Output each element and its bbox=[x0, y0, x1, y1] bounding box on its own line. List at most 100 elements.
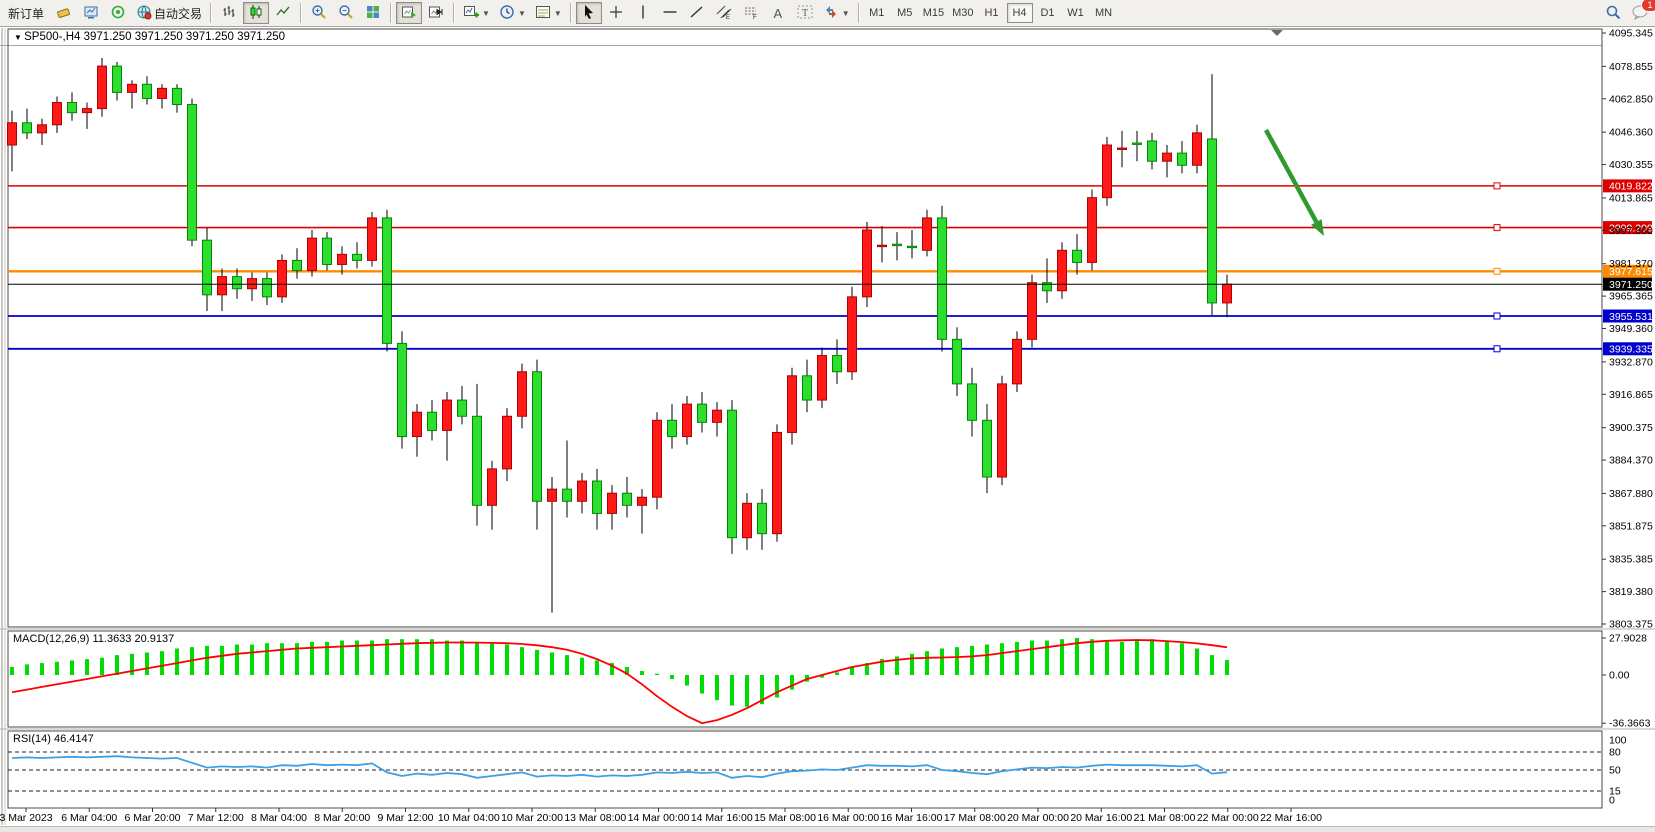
timeframe-button-mn[interactable]: MN bbox=[1091, 3, 1117, 23]
zoom-out-button[interactable] bbox=[333, 2, 359, 24]
trendline-icon bbox=[689, 4, 705, 23]
text-label-button[interactable]: T bbox=[792, 2, 818, 24]
rsi-label: RSI(14) 46.4147 bbox=[13, 733, 94, 745]
shapes-button[interactable]: ▼ bbox=[819, 2, 854, 24]
hline-handle bbox=[1493, 312, 1501, 320]
price-tick-label: 3900.375 bbox=[1609, 422, 1653, 434]
candlestick-series bbox=[7, 57, 1232, 613]
hline-3939.335[interactable]: 3939.335 bbox=[8, 342, 1653, 356]
toolbar-separator bbox=[300, 3, 303, 23]
zoom-in-icon bbox=[311, 4, 327, 23]
time-tick-label: 9 Mar 12:00 bbox=[377, 812, 433, 824]
hline-3977.615[interactable]: 3977.615 bbox=[8, 264, 1653, 278]
timeframe-button-h1[interactable]: H1 bbox=[979, 3, 1005, 23]
search-button[interactable] bbox=[1600, 2, 1626, 24]
timeframe-button-w1[interactable]: W1 bbox=[1063, 3, 1089, 23]
price-tick-label: 3884.370 bbox=[1609, 455, 1653, 467]
order-tag-button[interactable] bbox=[51, 2, 77, 24]
vertical-line-button[interactable] bbox=[630, 2, 656, 24]
hline-3955.531[interactable]: 3955.531 bbox=[8, 309, 1653, 323]
auto-trading-button[interactable]: 自动交易 bbox=[132, 2, 206, 24]
macd-panel-frame bbox=[7, 630, 1603, 728]
macd-tick-label: -36.3663 bbox=[1609, 718, 1651, 730]
hline-4019.822[interactable]: 4019.822 bbox=[8, 179, 1653, 193]
current-price-line: 3971.250 bbox=[8, 277, 1653, 291]
time-tick-label: 6 Mar 20:00 bbox=[124, 812, 180, 824]
trendline-button[interactable] bbox=[684, 2, 710, 24]
candlestick-chart-icon bbox=[248, 4, 264, 23]
price-axis[interactable]: 4095.345 4078.855 4062.850 4046.360 4030.355… bbox=[1602, 28, 1653, 631]
tile-windows-button[interactable] bbox=[360, 2, 386, 24]
hline-handle bbox=[1493, 224, 1501, 232]
time-tick-label: 10 Mar 20:00 bbox=[501, 812, 563, 824]
chart-shift-marker[interactable] bbox=[1271, 30, 1283, 36]
bar-chart-button[interactable] bbox=[216, 2, 242, 24]
terminal-icon bbox=[83, 4, 99, 23]
template-icon bbox=[535, 4, 551, 23]
toolbar-separator bbox=[569, 3, 572, 23]
toolbar-separator bbox=[390, 3, 393, 23]
fibonacci-button[interactable]: F bbox=[738, 2, 764, 24]
candlestick-chart-button[interactable] bbox=[243, 2, 270, 24]
macd-tick-label: 0.00 bbox=[1609, 670, 1630, 682]
template-button[interactable]: ▼ bbox=[531, 2, 566, 24]
chat-button[interactable]: 1 bbox=[1627, 0, 1655, 24]
hline-objects[interactable]: 4019.822 3999.209 3977.615 3955.531 3939.335 bbox=[8, 179, 1653, 356]
hline-3999.209[interactable]: 3999.209 bbox=[8, 221, 1653, 234]
price-tick-label: 3803.375 bbox=[1609, 619, 1653, 631]
crosshair-button[interactable] bbox=[603, 2, 629, 24]
time-axis[interactable]: 3 Mar 2023 6 Mar 04:00 6 Mar 20:00 7 Mar 12… bbox=[0, 808, 1322, 824]
signal-icon bbox=[110, 4, 126, 23]
auto-scroll-button[interactable] bbox=[396, 2, 423, 24]
search-icon bbox=[1605, 4, 1621, 23]
time-tick-label: 20 Mar 00:00 bbox=[1007, 812, 1069, 824]
text-button[interactable]: A bbox=[765, 2, 791, 24]
new-order-button[interactable]: 新订单 bbox=[2, 2, 50, 24]
chevron-down-icon: ▼ bbox=[841, 8, 850, 18]
chart-shift-button[interactable] bbox=[423, 2, 449, 24]
hline-price-label: 3977.615 bbox=[1609, 266, 1653, 278]
time-tick-label: 14 Mar 16:00 bbox=[691, 812, 753, 824]
timeframe-button-m5[interactable]: M5 bbox=[892, 3, 918, 23]
text-icon: A bbox=[773, 5, 783, 21]
signal-button[interactable] bbox=[105, 2, 131, 24]
cursor-icon bbox=[581, 4, 597, 23]
period-clock-button[interactable]: ▼ bbox=[495, 2, 530, 24]
terminal-button[interactable] bbox=[78, 2, 104, 24]
time-tick-label: 22 Mar 16:00 bbox=[1260, 812, 1322, 824]
time-tick-label: 16 Mar 16:00 bbox=[881, 812, 943, 824]
price-tick-label: 3819.380 bbox=[1609, 586, 1653, 598]
price-tick-label: 3997.860 bbox=[1609, 225, 1653, 237]
chart-title[interactable]: ▼ SP500-,H4 3971.250 3971.250 3971.250 3… bbox=[14, 31, 285, 43]
horizontal-line-button[interactable] bbox=[657, 2, 683, 24]
time-tick-label: 7 Mar 12:00 bbox=[188, 812, 244, 824]
timeframe-button-h4[interactable]: H4 bbox=[1006, 3, 1033, 23]
chevron-down-icon: ▼ bbox=[517, 8, 526, 18]
zoom-in-button[interactable] bbox=[306, 2, 332, 24]
chevron-down-icon: ▼ bbox=[482, 8, 490, 18]
trend-arrow-annotation[interactable] bbox=[1264, 128, 1324, 236]
fibonacci-icon: F bbox=[743, 4, 759, 23]
timeframe-button-m30[interactable]: M30 bbox=[949, 3, 976, 23]
channel-button[interactable]: E bbox=[711, 2, 737, 24]
toolbar-separator bbox=[453, 3, 456, 23]
channel-icon: E bbox=[716, 4, 732, 23]
price-tick-label: 3867.880 bbox=[1609, 488, 1653, 500]
crosshair-icon bbox=[608, 4, 624, 23]
cursor-button[interactable] bbox=[575, 2, 602, 24]
time-tick-label: 14 Mar 00:00 bbox=[628, 812, 690, 824]
hline-price-label: 3999.209 bbox=[1609, 222, 1653, 234]
time-tick-label: 15 Mar 08:00 bbox=[754, 812, 816, 824]
rsi-tick-label: 50 bbox=[1609, 765, 1621, 777]
timeframe-button-d1[interactable]: D1 bbox=[1035, 3, 1061, 23]
timeframe-button-m15[interactable]: M15 bbox=[920, 3, 947, 23]
time-tick-label: 13 Mar 08:00 bbox=[564, 812, 626, 824]
tile-windows-icon bbox=[365, 4, 381, 23]
time-tick-label: 10 Mar 04:00 bbox=[438, 812, 500, 824]
timeframe-button-m1[interactable]: M1 bbox=[864, 3, 890, 23]
add-indicator-button[interactable]: ▼ bbox=[459, 2, 494, 24]
line-chart-button[interactable] bbox=[270, 2, 296, 24]
rsi-tick-label: 100 bbox=[1609, 735, 1627, 747]
auto-trading-label: 自动交易 bbox=[154, 6, 203, 21]
